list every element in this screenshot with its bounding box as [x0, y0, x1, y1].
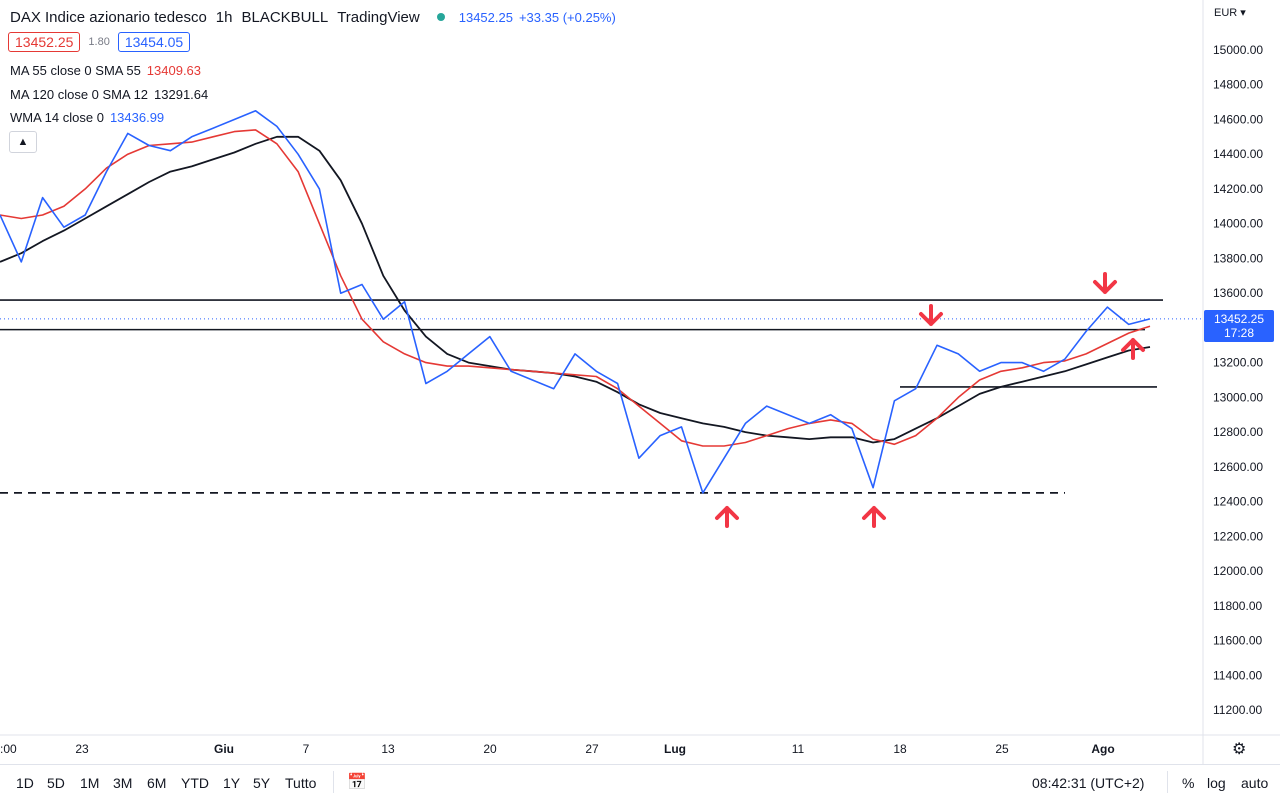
arrow-up-icon	[715, 506, 739, 528]
currency-label: EUR	[1214, 7, 1238, 19]
indicator-label: MA 55 close 0 SMA 55	[10, 63, 141, 78]
indicator-ma120[interactable]: MA 120 close 0 SMA 12 13291.64	[10, 87, 208, 102]
price-tick-label: 14000.00	[1213, 217, 1263, 231]
calendar-icon[interactable]: 📅	[347, 774, 367, 791]
time-tick-label: 7	[303, 742, 310, 756]
indicator-label: MA 120 close 0 SMA 12	[10, 87, 149, 102]
auto-toggle[interactable]: auto	[1241, 775, 1269, 791]
price-tick-label: 11200.00	[1213, 703, 1262, 717]
price-tick-label: 13000.00	[1213, 390, 1263, 404]
time-tick-label: :00	[0, 742, 17, 756]
quote-box: 13452.25 1.80 13454.05	[8, 31, 191, 53]
interval-label[interactable]: 1h	[215, 8, 233, 26]
time-tick-label: 11	[792, 742, 805, 756]
indicator-label: WMA 14 close 0	[10, 110, 104, 125]
symbol-name[interactable]: DAX Indice azionario tedesco	[10, 8, 207, 26]
last-price: 13452.25	[458, 9, 513, 25]
ma120-line[interactable]	[0, 135, 1151, 444]
platform-label: TradingView	[337, 8, 420, 26]
arrow-down-icon	[919, 304, 943, 326]
range-5y[interactable]: 5Y	[253, 775, 271, 791]
last-price-axis-value: 13452.25	[1213, 312, 1265, 326]
indicator-value: 13291.64	[154, 87, 209, 102]
bar-countdown: 17:28	[1223, 326, 1255, 340]
price-tick-label: 13200.00	[1213, 356, 1263, 370]
price-tick-label: 11800.00	[1213, 599, 1262, 613]
arrow-up-icon	[1121, 338, 1145, 360]
bottom-toolbar: 1D 5D 1M 3M 6M YTD 1Y 5Y Tutto 📅 08:42:3…	[0, 764, 1280, 801]
indicator-value: 13409.63	[146, 63, 202, 78]
price-tick-label: 12800.00	[1213, 425, 1263, 439]
price-tick-label: 13800.00	[1213, 251, 1263, 265]
price-tick-label: 15000.00	[1213, 43, 1263, 57]
clock[interactable]: 08:42:31 (UTC+2)	[1032, 775, 1145, 791]
price-tick-label: 14600.00	[1213, 112, 1263, 126]
range-all[interactable]: Tutto	[285, 775, 317, 791]
buy-price-button[interactable]: 13454.05	[117, 32, 191, 52]
chart-header: DAX Indice azionario tedesco 1h BLACKBUL…	[10, 6, 622, 28]
chevron-up-icon: ▲	[17, 136, 29, 148]
time-tick-label: 27	[585, 742, 599, 756]
indicator-value: 13436.99	[109, 110, 165, 125]
price-tick-label: 11400.00	[1213, 668, 1262, 682]
chevron-down-icon: ▾	[1240, 7, 1246, 19]
gear-icon[interactable]: ⚙	[1232, 741, 1247, 758]
range-3m[interactable]: 3M	[113, 775, 133, 791]
range-6m[interactable]: 6M	[147, 775, 167, 791]
time-tick-label: 20	[483, 742, 497, 756]
arrow-down-icon	[1093, 272, 1117, 294]
arrow-up-icon	[862, 506, 886, 528]
time-tick-label: 18	[893, 742, 907, 756]
time-tick-label: Ago	[1091, 742, 1114, 756]
divider	[333, 771, 334, 793]
divider	[1167, 771, 1168, 793]
time-tick-label: 25	[995, 742, 1009, 756]
time-tick-label: 13	[381, 742, 395, 756]
price-change: +33.35 (+0.25%)	[518, 9, 616, 25]
broker-label: BLACKBULL	[241, 8, 329, 26]
price-tick-label: 12000.00	[1213, 564, 1263, 578]
range-1m[interactable]: 1M	[80, 775, 100, 791]
price-tick-label: 14400.00	[1213, 147, 1263, 161]
range-ytd[interactable]: YTD	[181, 775, 209, 791]
time-tick-label: Giu	[214, 742, 234, 756]
range-1y[interactable]: 1Y	[223, 775, 241, 791]
price-tick-label: 12400.00	[1213, 495, 1263, 509]
market-status-icon	[436, 13, 445, 21]
time-tick-label: Lug	[664, 742, 686, 756]
ma55-line[interactable]	[0, 129, 1151, 447]
range-5d[interactable]: 5D	[47, 775, 65, 791]
time-tick-label: 23	[75, 742, 89, 756]
percent-toggle[interactable]: %	[1182, 775, 1195, 791]
log-toggle[interactable]: log	[1207, 775, 1226, 791]
price-tick-label: 11600.00	[1213, 634, 1262, 648]
indicator-ma55[interactable]: MA 55 close 0 SMA 55 13409.63	[10, 63, 201, 78]
collapse-legend-button[interactable]: ▲	[9, 131, 37, 153]
price-tick-label: 13600.00	[1213, 286, 1263, 300]
price-tick-label: 14800.00	[1213, 78, 1263, 92]
sell-price-button[interactable]: 13452.25	[8, 32, 81, 52]
indicator-wma14[interactable]: WMA 14 close 0 13436.99	[10, 110, 164, 125]
last-price-label: 13452.25 17:28	[1204, 310, 1274, 342]
range-1d[interactable]: 1D	[16, 775, 34, 791]
spread-value: 1.80	[88, 36, 110, 48]
currency-selector[interactable]: EUR ▾	[1214, 6, 1246, 19]
price-series-line[interactable]	[0, 110, 1151, 494]
price-tick-label: 12600.00	[1213, 460, 1263, 474]
price-tick-label: 14200.00	[1213, 182, 1263, 196]
price-tick-label: 12200.00	[1213, 529, 1263, 543]
